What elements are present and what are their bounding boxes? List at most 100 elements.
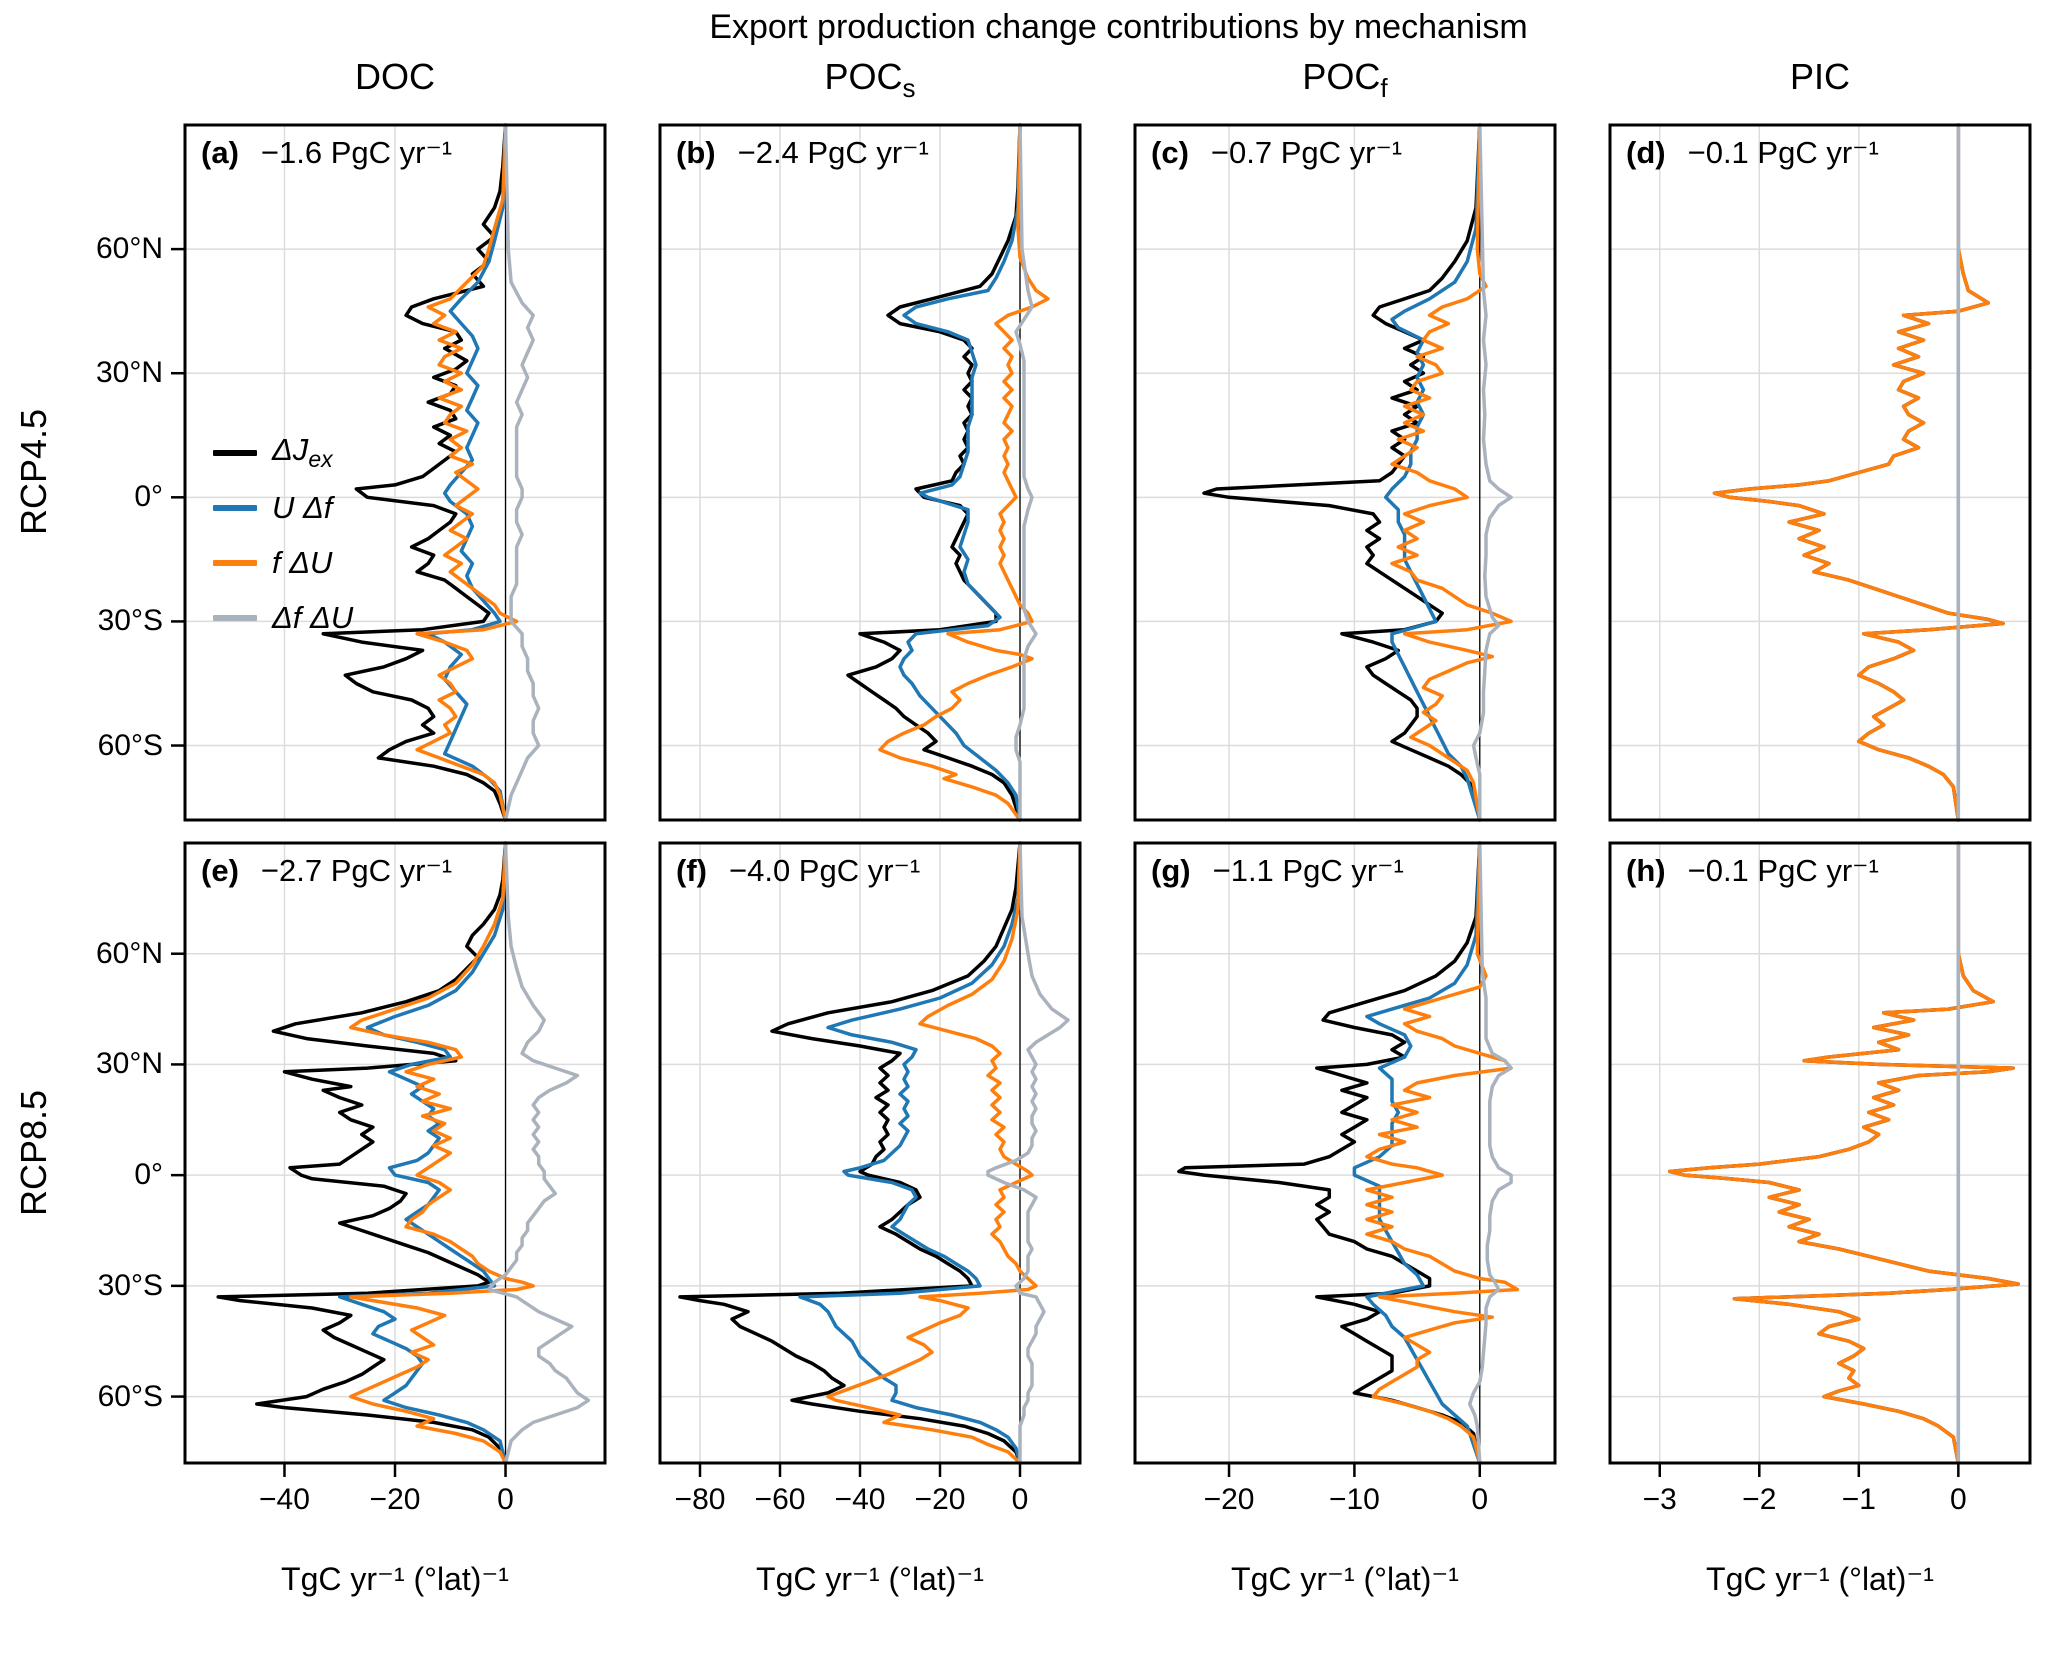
panel-plot-svg: [171, 123, 607, 822]
panel-a: (a) −1.6 PgC yr⁻¹ ΔJex U Δf f ΔU Δf ΔU: [171, 123, 607, 822]
y-tick-label: 0°: [134, 1158, 163, 1192]
y-tick-label: 60°N: [95, 936, 163, 970]
panel-tag: (d): [1626, 135, 1666, 170]
panel-plot-svg: [658, 123, 1082, 822]
x-tick-label: −1: [1841, 1483, 1876, 1516]
legend-label-fdu: f ΔU: [272, 544, 333, 580]
series-line-dfdu: [986, 841, 1070, 1465]
y-tick-label: 60°S: [97, 728, 163, 762]
panel-border: [1608, 123, 2032, 822]
series-line-dfdu: [1471, 123, 1513, 822]
series-line-dfdu: [503, 123, 541, 822]
xaxis-label-pocf: TgC yr⁻¹ (°lat)⁻¹: [1231, 1561, 1459, 1597]
xaxis-label-pic: TgC yr⁻¹ (°lat)⁻¹: [1706, 1561, 1934, 1597]
panel-f: (f) −4.0 PgC yr⁻¹: [658, 841, 1082, 1477]
legend-swatch-udf: [213, 504, 257, 511]
series-line-udf: [1383, 123, 1482, 822]
x-tick-label: −40: [259, 1483, 310, 1516]
panel-h: (h) −0.1 PgC yr⁻¹: [1608, 841, 2032, 1477]
series-line-jex: [678, 841, 1022, 1465]
panel-b: (b) −2.4 PgC yr⁻¹: [658, 123, 1082, 822]
x-tick-label: −20: [369, 1483, 421, 1516]
y-tick-label: 30°N: [95, 356, 163, 390]
series-line-jex: [1667, 841, 2020, 1465]
panel-border: [1133, 841, 1557, 1465]
legend: ΔJex U Δf f ΔU Δf ΔU: [213, 425, 353, 645]
panel-annotation: (f) −4.0 PgC yr⁻¹: [676, 853, 920, 889]
panel-total-value: −1.1 PgC yr⁻¹: [1212, 853, 1404, 888]
panel-annotation: (c) −0.7 PgC yr⁻¹: [1151, 135, 1402, 171]
x-tick-label: −3: [1642, 1483, 1677, 1516]
panel-tag: (h): [1626, 853, 1666, 888]
panel-tag: (c): [1151, 135, 1189, 170]
series-line-jex: [321, 123, 508, 822]
series-line-udf: [426, 123, 508, 822]
panel-c: (c) −0.7 PgC yr⁻¹: [1133, 123, 1557, 822]
panel-annotation: (a) −1.6 PgC yr⁻¹: [201, 135, 452, 171]
panel-annotation: (h) −0.1 PgC yr⁻¹: [1626, 853, 1879, 889]
legend-label-jex: ΔJex: [272, 431, 333, 473]
panel-plot-svg: [658, 841, 1082, 1477]
panel-plot-svg: [171, 841, 607, 1477]
y-tick-label: 60°S: [97, 1379, 163, 1413]
panel-total-value: −2.7 PgC yr⁻¹: [260, 853, 453, 888]
series-line-udf: [1352, 841, 1482, 1465]
row-label-rcp85: RCP8.5: [13, 1089, 54, 1217]
column-header-doc: DOC: [355, 56, 435, 97]
panel-tag: (g): [1151, 853, 1191, 888]
panel-plot-svg: [1608, 841, 2032, 1477]
legend-label-dfdu: Δf ΔU: [272, 599, 354, 635]
xaxis-label-pocs: TgC yr⁻¹ (°lat)⁻¹: [756, 1561, 984, 1597]
series-line-jex: [846, 123, 1022, 822]
series-line-fdu: [1712, 123, 2005, 822]
legend-swatch-fdu: [213, 559, 257, 566]
panel-plot-svg: [1133, 841, 1557, 1477]
panel-border: [1608, 841, 2032, 1465]
x-tick-label: −60: [754, 1483, 806, 1516]
legend-swatch-dfdu: [213, 614, 257, 621]
panel-annotation: (g) −1.1 PgC yr⁻¹: [1151, 853, 1404, 889]
panel-tag: (e): [201, 853, 239, 888]
series-line-fdu: [349, 841, 535, 1465]
x-tick-label: −40: [834, 1483, 886, 1516]
legend-label-udf: U Δf: [272, 489, 333, 525]
series-line-udf: [337, 841, 508, 1465]
series-line-fdu: [415, 123, 519, 822]
panel-total-value: −0.1 PgC yr⁻¹: [1687, 853, 1879, 888]
panel-total-value: −2.4 PgC yr⁻¹: [737, 135, 929, 170]
legend-item-dfdu: Δf ΔU: [213, 590, 353, 645]
panel-d: (d) −0.1 PgC yr⁻¹: [1608, 123, 2032, 822]
panel-plot-svg: [1608, 123, 2032, 822]
x-tick-label: −80: [674, 1483, 726, 1516]
x-tick-label: 0: [1949, 1483, 1967, 1516]
series-line-udf: [798, 841, 1022, 1465]
series-line-fdu: [1390, 123, 1513, 822]
legend-item-fdu: f ΔU: [213, 535, 353, 590]
series-line-fdu: [1667, 841, 2020, 1465]
panel-annotation: (b) −2.4 PgC yr⁻¹: [676, 135, 929, 171]
x-tick-label: −2: [1742, 1483, 1777, 1516]
x-tick-label: −20: [1203, 1483, 1255, 1516]
y-tick-label: 0°: [134, 480, 163, 514]
y-tick-label: 30°S: [97, 604, 163, 638]
panel-tag: (f): [676, 853, 707, 888]
legend-item-udf: U Δf: [213, 480, 353, 535]
panel-border: [1133, 123, 1557, 822]
series-line-dfdu: [1014, 123, 1038, 822]
series-line-dfdu: [487, 841, 591, 1465]
panel-border: [658, 123, 1082, 822]
x-tick-label: −10: [1328, 1483, 1380, 1516]
x-tick-label: 0: [497, 1483, 514, 1516]
series-line-udf: [898, 123, 1022, 822]
series-line-fdu: [878, 123, 1050, 822]
panel-total-value: −4.0 PgC yr⁻¹: [728, 853, 921, 888]
panel-total-value: −0.7 PgC yr⁻¹: [1210, 135, 1403, 170]
row-label-rcp45: RCP4.5: [13, 408, 54, 536]
panel-border: [658, 841, 1082, 1465]
panel-g: (g) −1.1 PgC yr⁻¹: [1133, 841, 1557, 1477]
xaxis-label-doc: TgC yr⁻¹ (°lat)⁻¹: [281, 1561, 509, 1597]
y-tick-label: 60°N: [95, 232, 163, 266]
series-line-jex: [1202, 123, 1482, 822]
panel-border: [183, 841, 607, 1465]
